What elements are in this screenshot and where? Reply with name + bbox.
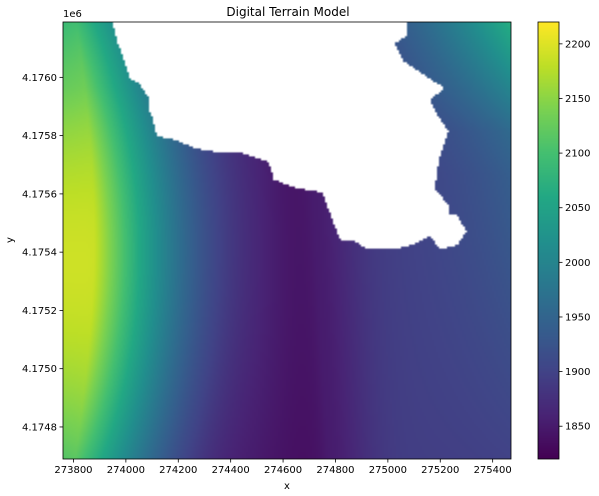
colorbar: 1850 1900 1950 2000 2050 2100 2150 2200 <box>537 21 590 460</box>
y-tick-label: 4.1748 <box>22 422 57 433</box>
colorbar-tick-label: 1950 <box>565 312 590 323</box>
x-tick-label: 275000 <box>369 465 407 476</box>
terrain-raster-image <box>63 22 511 459</box>
colorbar-ticks: 1850 1900 1950 2000 2050 2100 2150 2200 <box>559 39 590 433</box>
x-tick-label: 274200 <box>159 465 197 476</box>
x-tick-label: 274800 <box>316 465 354 476</box>
colorbar-frame <box>537 21 560 460</box>
y-tick-label: 4.1758 <box>22 131 57 142</box>
chart-title: Digital Terrain Model <box>226 5 349 19</box>
colorbar-tick-label: 2000 <box>565 258 590 269</box>
colorbar-tick-label: 2100 <box>565 149 590 160</box>
colorbar-tick-label: 2150 <box>565 94 590 105</box>
colorbar-tick-label: 2050 <box>565 203 590 214</box>
y-axis-offset-label: 1e6 <box>63 9 82 20</box>
y-tick-label: 4.1752 <box>22 306 57 317</box>
x-tick-label: 274000 <box>107 465 145 476</box>
x-tick-label: 274600 <box>264 465 302 476</box>
x-tick-label: 275200 <box>421 465 459 476</box>
x-tick-label: 274400 <box>212 465 250 476</box>
terrain-raster <box>63 22 511 459</box>
y-tick-label: 4.1754 <box>22 248 57 259</box>
plot-frame <box>62 21 512 460</box>
x-axis-ticks: 273800 274000 274200 274400 274600 274800 2750… <box>54 459 512 476</box>
y-axis-ticks: 4.1748 4.1750 4.1752 4.1754 4.1756 4.1758 4.17… <box>22 73 63 433</box>
colorbar-tick-label: 1900 <box>565 367 590 378</box>
y-tick-label: 4.1756 <box>22 189 57 200</box>
x-axis-label: x <box>284 481 290 492</box>
y-axis-label: y <box>5 237 16 243</box>
y-tick-label: 4.1760 <box>22 73 57 84</box>
colorbar-tick-label: 2200 <box>565 39 590 50</box>
x-tick-label: 275400 <box>474 465 512 476</box>
colorbar-tick-label: 1850 <box>565 422 590 433</box>
y-tick-label: 4.1750 <box>22 364 57 375</box>
colorbar-gradient <box>538 22 559 459</box>
x-tick-label: 273800 <box>54 465 92 476</box>
